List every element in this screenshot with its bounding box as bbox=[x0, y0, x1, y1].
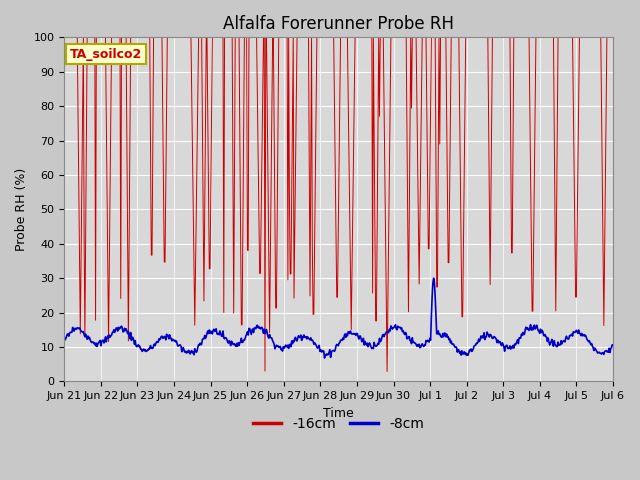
Text: TA_soilco2: TA_soilco2 bbox=[70, 48, 142, 60]
Title: Alfalfa Forerunner Probe RH: Alfalfa Forerunner Probe RH bbox=[223, 15, 454, 33]
X-axis label: Time: Time bbox=[323, 407, 354, 420]
Legend: -16cm, -8cm: -16cm, -8cm bbox=[248, 411, 429, 436]
Y-axis label: Probe RH (%): Probe RH (%) bbox=[15, 168, 28, 251]
